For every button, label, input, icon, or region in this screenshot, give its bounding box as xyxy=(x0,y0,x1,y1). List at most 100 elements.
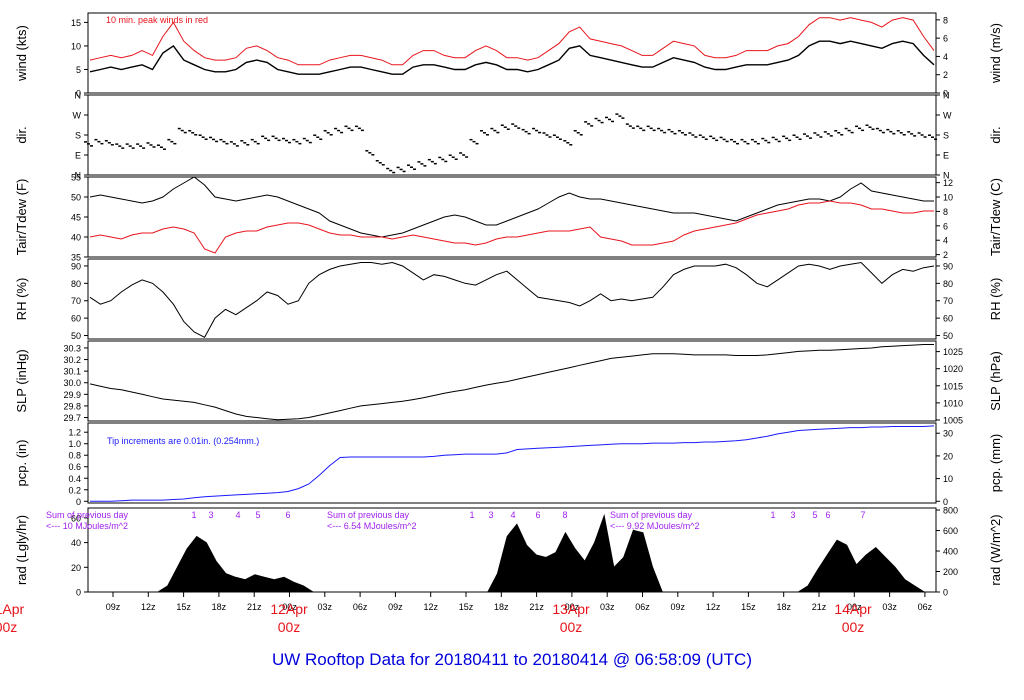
panel-5: pcp. (in) pcp. (mm) 0 0.20.4 0.60.8 1.01.2 0 10… xyxy=(14,422,1003,507)
y-tick-label-left: 0 xyxy=(76,89,81,99)
y-tick-label-right: 4 xyxy=(943,52,948,62)
y-tick-label-right: 80 xyxy=(943,279,953,289)
y-tick-label-left: 29.8 xyxy=(63,401,81,411)
footer-title: UW Rooftop Data for 20180411 to 20180414… xyxy=(272,650,752,669)
panel-frame xyxy=(87,422,937,504)
x-hour-label: 03z xyxy=(600,602,615,612)
y-tick-label-left: 80 xyxy=(71,279,81,289)
marker-label: 1 xyxy=(469,510,474,520)
y-tick-label-right: 1015 xyxy=(943,381,963,391)
marker-label: 6 xyxy=(825,510,830,520)
x-day-label: 13Apr xyxy=(552,601,590,617)
panel-ylabel-left: rad (Lgly/hr) xyxy=(14,515,29,585)
x-day-label: 12Apr xyxy=(270,601,308,617)
x-hour-label: 18z xyxy=(494,602,509,612)
y-tick-label-right: 2 xyxy=(943,70,948,80)
y-tick-label-right: 6 xyxy=(943,34,948,44)
y-tick-label-left: 50 xyxy=(71,331,81,341)
y-tick-label-left: 29.7 xyxy=(63,413,81,423)
marker-label: 3 xyxy=(790,510,795,520)
radiation-area xyxy=(90,513,934,593)
y-tick-label-right: W xyxy=(943,111,952,121)
y-tick-label-right: 200 xyxy=(943,567,958,577)
panel-4: SLP (inHg) SLP (hPa) 29.7 29.829.9 30.030.1 3… xyxy=(14,340,1003,425)
x-hour-label: 06z xyxy=(635,602,650,612)
y-tick-label-left: 20 xyxy=(71,563,81,573)
x-hour-label: 12z xyxy=(423,602,438,612)
series-line xyxy=(89,261,935,338)
y-tick-label-left: 60 xyxy=(71,314,81,324)
x-hour-label: 06z xyxy=(353,602,368,612)
y-tick-label-left: 30.0 xyxy=(63,378,81,388)
panel-ylabel-right: wind (m/s) xyxy=(988,23,1003,84)
panel-0: wind (kts) wind (m/s) 0 5 10 15 0 2 4 6 8 10 min. p… xyxy=(14,12,1003,99)
marker-label: 5 xyxy=(812,510,817,520)
marker-label: 5 xyxy=(255,510,260,520)
y-tick-label-left: 90 xyxy=(71,261,81,271)
x-hour-label: 18z xyxy=(776,602,791,612)
day-sum-line1: Sum of previous day xyxy=(46,510,129,520)
panel-annotation: 10 min. peak winds in red xyxy=(106,15,208,25)
y-tick-label-right: 600 xyxy=(943,526,958,536)
y-tick-label-right: 8 xyxy=(943,207,948,217)
day-sum-line2: <--- 10 MJoules/m^2 xyxy=(46,521,128,531)
y-tick-label-left: 5 xyxy=(76,65,81,75)
x-hour-label: 21z xyxy=(812,602,827,612)
y-tick-label-left: 70 xyxy=(71,296,81,306)
y-tick-label-left: 60 xyxy=(71,513,81,523)
marker-label: 1 xyxy=(191,510,196,520)
y-tick-label-right: E xyxy=(943,151,949,161)
x-hour-label: 00z xyxy=(282,602,297,612)
panel-frame xyxy=(87,176,937,258)
panel-frame xyxy=(87,258,937,340)
y-tick-label-left: 55 xyxy=(71,173,81,183)
panel-frame xyxy=(87,12,937,94)
y-tick-label-right: 30 xyxy=(943,429,953,439)
day-sum-line1: Sum of previous day xyxy=(327,510,410,520)
panel-ylabel-left: SLP (inHg) xyxy=(14,349,29,412)
panel-ylabel-left: wind (kts) xyxy=(14,25,29,82)
x-hour-label: 12z xyxy=(141,602,156,612)
y-tick-label-right: 50 xyxy=(943,331,953,341)
x-day-label: 14Apr xyxy=(834,601,872,617)
y-tick-label-left: 40 xyxy=(71,233,81,243)
marker-label: 7 xyxy=(860,510,865,520)
y-tick-label-left: 0.6 xyxy=(68,462,81,472)
panel-annotation: Tip increments are 0.01in. (0.254mm.) xyxy=(107,436,259,446)
y-tick-label-left: 0.4 xyxy=(68,474,81,484)
y-tick-label-left: 45 xyxy=(71,213,81,223)
y-tick-label-right: 8 xyxy=(943,15,948,25)
day-sum-line2: <--- 9.92 MJoules/m^2 xyxy=(610,521,700,531)
y-tick-label-left: W xyxy=(73,111,82,121)
y-tick-label-right: 800 xyxy=(943,506,958,516)
y-tick-label-right: 0 xyxy=(943,89,948,99)
panel-ylabel-left: pcp. (in) xyxy=(14,440,29,487)
panel-ylabel-right: rad (W/m^2) xyxy=(988,514,1003,585)
panel-6: rad (Lgly/hr) rad (W/m^2)0204060020040060… xyxy=(14,506,1003,598)
peak-wind-line xyxy=(89,17,935,66)
y-tick-label-right: 1020 xyxy=(943,364,963,374)
x-day-sublabel: 00z xyxy=(0,619,17,635)
panel-2: Tair/Tdew (F) Tair/Tdew (C) 35 40 45 50 55 2 4 6 8… xyxy=(14,173,1003,263)
x-hour-label: 18z xyxy=(212,602,227,612)
y-tick-label-left: 30.3 xyxy=(63,343,81,353)
y-tick-label-left: 30.1 xyxy=(63,367,81,377)
y-tick-label-left: 0.8 xyxy=(68,451,81,461)
panel-3: RH (%) RH (%) 50 60 70 80 90 50 60 70 80 90 xyxy=(14,258,1003,341)
series-line xyxy=(89,176,934,238)
y-tick-label-left: 40 xyxy=(71,538,81,548)
y-tick-label-right: N xyxy=(943,91,950,101)
y-tick-label-left: 0.2 xyxy=(68,485,81,495)
y-tick-label-left: 0 xyxy=(76,497,81,507)
x-hour-label: 15z xyxy=(176,602,191,612)
y-tick-label-left: 30.2 xyxy=(63,355,81,365)
y-tick-label-right: 4 xyxy=(943,236,948,246)
x-day-sublabel: 00z xyxy=(842,619,865,635)
marker-label: 3 xyxy=(208,510,213,520)
y-tick-label-right: N xyxy=(943,171,950,181)
y-tick-label-left: 50 xyxy=(71,193,81,203)
y-tick-label-right: 70 xyxy=(943,296,953,306)
y-tick-label-left: 29.9 xyxy=(63,390,81,400)
